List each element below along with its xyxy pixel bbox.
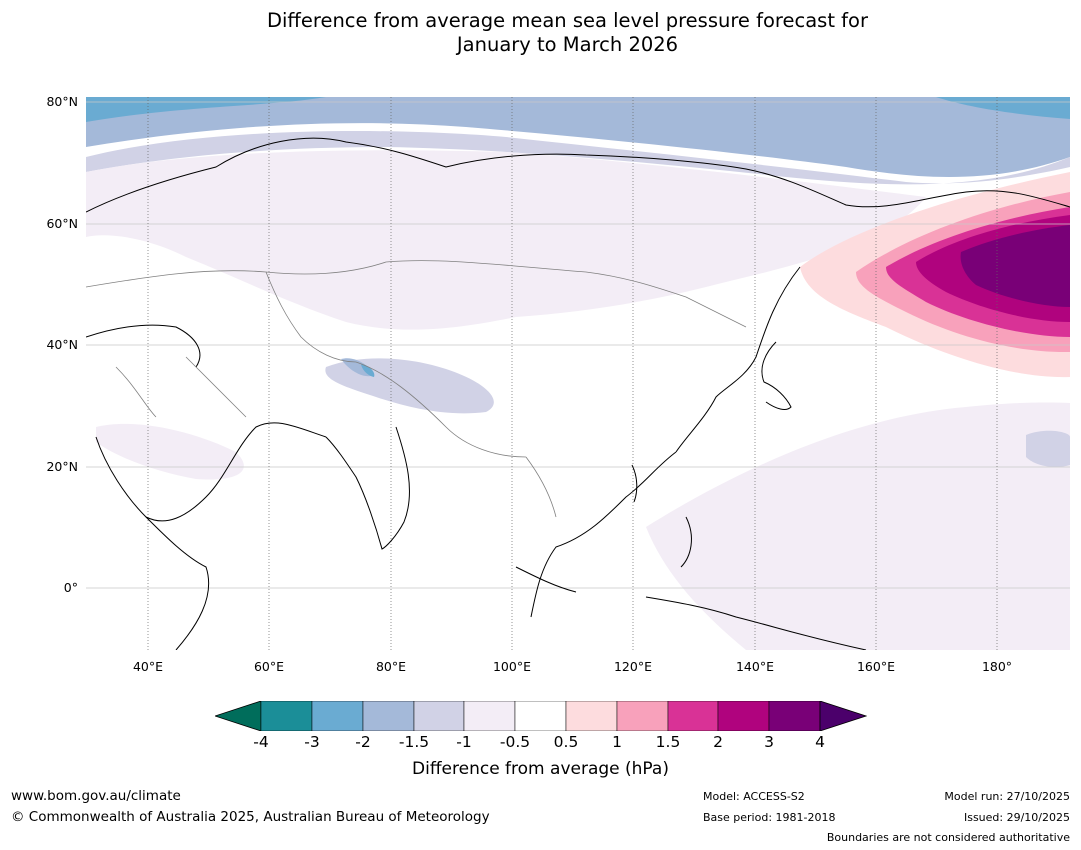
colorbar-bin [565,701,618,731]
colorbar-bin [514,701,567,731]
colorbar-tick: 4 [815,733,825,751]
anomaly-region-arctic-lilac [86,131,1070,185]
lat-label-40n: 40°N [46,337,78,352]
lat-label-20n: 20°N [46,459,78,474]
pressure-anomaly-map [86,97,1070,650]
colorbar-tick: 3 [764,733,774,751]
colorbar-tick: -2 [355,733,371,751]
colorbar-tick: 1 [612,733,622,751]
title-line-1: Difference from average mean sea level p… [267,9,868,32]
lon-label-80e: 80°E [375,659,407,674]
lat-label-80n: 80°N [46,94,78,109]
colorbar-bin [768,701,821,731]
colorbar-bin [463,701,516,731]
issued-text: Issued: 29/10/2025 [963,811,1070,824]
anomaly-region-eurasia-weak-negative [86,150,926,330]
colorbar-extend-low [215,701,262,731]
anomaly-region-arabia-weak [96,423,244,480]
colorbar-label: Difference from average (hPa) [412,759,669,779]
website-link[interactable]: www.bom.gov.au/climate [11,788,181,804]
colorbar-bin [616,701,669,731]
lon-label-120e: 120°E [613,659,652,674]
lon-label-140e: 140°E [735,659,774,674]
colorbar-tick: -1 [456,733,472,751]
anomaly-region-pacific-negative-patch [1026,430,1070,467]
anomaly-region-arctic-blue [86,97,1070,177]
lon-label-60e: 60°E [253,659,285,674]
lat-label-0: 0° [63,580,78,595]
latitude-gridlines [86,101,1070,589]
base-period-text: Base period: 1981-2018 [703,811,836,824]
disclaimer-text: Boundaries are not considered authoritat… [826,831,1070,844]
colorbar-bin [311,701,364,731]
title-line-2: January to March 2026 [456,33,679,56]
model-text: Model: ACCESS-S2 [703,790,805,803]
country-borders [86,260,747,518]
colorbar-tick: 0.5 [553,733,579,751]
lat-label-60n: 60°N [46,216,78,231]
anomaly-region-npac-3 [960,225,1070,307]
colorbar-bin [362,701,415,731]
anomaly-region-arctic-teal-east [936,97,1070,119]
colorbar-bin [260,701,313,731]
anomaly-region-tibet-blue-spot [361,364,375,377]
colorbar [215,701,867,731]
colorbar-bin [667,701,719,731]
colorbar-tick: -3 [304,733,320,751]
colorbar-extend-high [819,701,867,731]
map-svg [86,97,1070,650]
colorbar-bin [413,701,465,731]
colorbar-tick: -4 [253,733,269,751]
anomaly-region-pacific-weak-negative [646,402,1070,650]
colorbar-bin [717,701,770,731]
chart-title: Difference from average mean sea level p… [0,9,1081,57]
colorbar-tick: 1.5 [655,733,681,751]
model-run-text: Model run: 27/10/2025 [944,790,1070,803]
colorbar-tick: -1.5 [398,733,430,751]
lon-label-160e: 160°E [856,659,895,674]
copyright-text: © Commonwealth of Australia 2025, Austra… [11,809,490,825]
coastlines [86,137,1070,650]
colorbar-tick: 2 [713,733,723,751]
colorbar-tick: -0.5 [499,733,531,751]
lon-label-40e: 40°E [132,659,164,674]
anomaly-region-arctic-teal-west [86,97,326,122]
longitude-gridlines [147,97,998,650]
lon-label-100e: 100°E [492,659,531,674]
lon-label-180: 180° [981,659,1013,674]
